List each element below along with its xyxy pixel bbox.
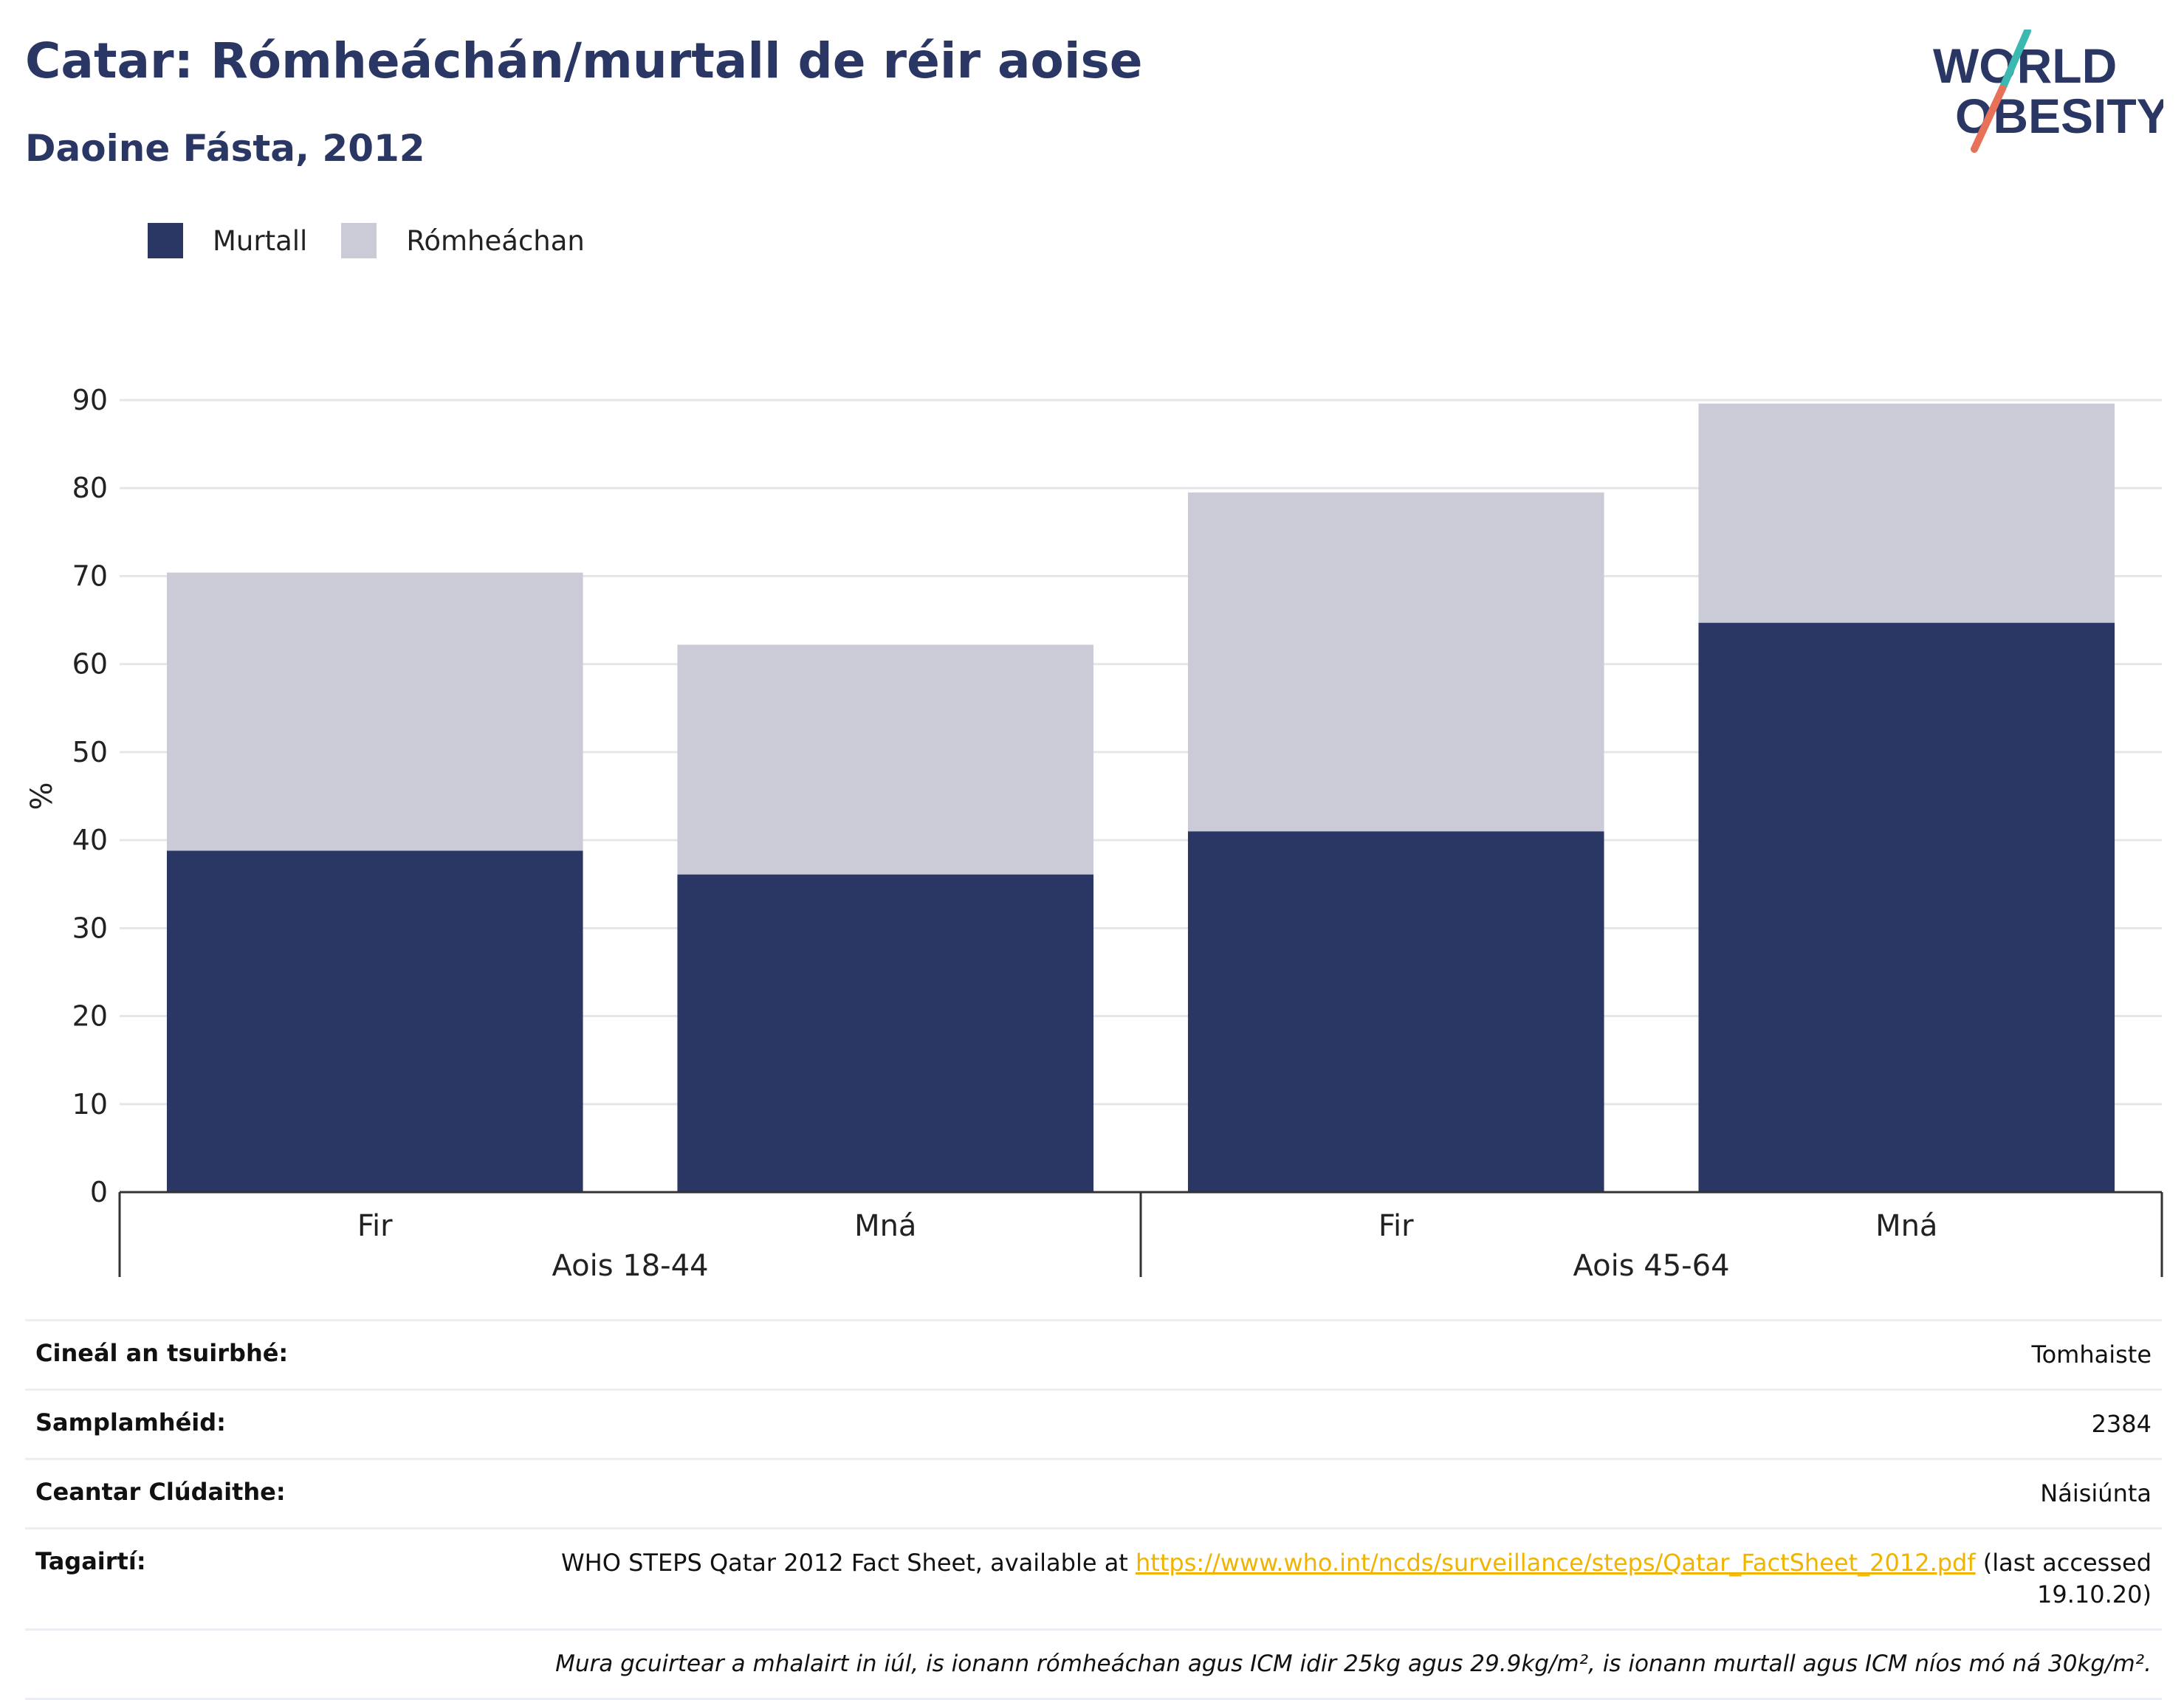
bar-murtall <box>1187 831 1604 1192</box>
info-table: Cineál an tsuirbhé: Tomhaiste Samplamhéi… <box>25 1319 2162 1700</box>
x-category-label: Mná <box>1875 1209 1937 1243</box>
y-tick-label: 60 <box>72 648 108 681</box>
references-suffix: (last accessed 19.10.20) <box>1975 1549 2152 1608</box>
bar-murtall <box>166 850 583 1192</box>
logo-word-1: WORLD <box>1933 38 2117 93</box>
info-key: Ceantar Clúdaithe: <box>35 1478 286 1506</box>
legend: Murtall Rómheáchan <box>148 221 619 260</box>
y-tick-label: 30 <box>72 912 108 944</box>
x-category-label: Fir <box>1378 1209 1414 1243</box>
legend-swatch-murtall <box>148 223 183 258</box>
info-value: 2384 <box>2091 1410 2152 1438</box>
y-tick-label: 50 <box>72 736 108 768</box>
y-tick-label: 0 <box>90 1176 108 1208</box>
info-key: Tagairtí: <box>35 1547 146 1575</box>
legend-item-murtall[interactable]: Murtall <box>148 223 307 258</box>
info-value: Náisiúnta <box>2040 1479 2152 1507</box>
y-tick-label: 90 <box>72 384 108 416</box>
references-prefix: WHO STEPS Qatar 2012 Fact Sheet, availab… <box>561 1549 1136 1577</box>
info-row-coverage: Ceantar Clúdaithe: Náisiúnta <box>25 1458 2162 1527</box>
chart-subtitle: Daoine Fásta, 2012 <box>25 127 425 170</box>
x-category-label: Fir <box>357 1209 393 1243</box>
references-link[interactable]: https://www.who.int/ncds/surveillance/st… <box>1136 1549 1976 1577</box>
y-axis-label: % <box>25 782 59 810</box>
x-category-label: Mná <box>854 1209 916 1243</box>
chart-title: Catar: Rómheáchán/murtall de réir aoise <box>25 32 1143 89</box>
info-row-note: Mura gcuirtear a mhalairt in iúl, is ion… <box>25 1628 2162 1700</box>
legend-item-romheachan[interactable]: Rómheáchan <box>341 223 585 258</box>
info-value: Tomhaiste <box>2031 1341 2152 1369</box>
info-row-sample-size: Samplamhéid: 2384 <box>25 1388 2162 1458</box>
x-group-label: Aois 18-44 <box>552 1249 708 1283</box>
info-row-references: Tagairtí: WHO STEPS Qatar 2012 Fact Shee… <box>25 1527 2162 1628</box>
world-obesity-logo: WORLD OBESITY <box>1933 30 2163 153</box>
bar-murtall <box>677 874 1094 1192</box>
legend-label-romheachan: Rómheáchan <box>406 224 585 257</box>
y-tick-label: 70 <box>72 560 108 592</box>
references-value: WHO STEPS Qatar 2012 Fact Sheet, availab… <box>527 1547 2152 1611</box>
bar-romheachan <box>1187 492 1604 832</box>
y-tick-label: 40 <box>72 824 108 856</box>
info-row-survey-type: Cineál an tsuirbhé: Tomhaiste <box>25 1319 2162 1388</box>
x-group-label: Aois 45-64 <box>1573 1249 1729 1283</box>
logo-slash-teal <box>1999 30 2031 92</box>
legend-label-murtall: Murtall <box>213 224 308 257</box>
bar-murtall <box>1698 622 2115 1192</box>
stacked-bar-chart: 0 10 20 30 40 50 60 70 80 90% Fir Mná Fir Mná Aois 18-… <box>25 384 2163 1283</box>
info-key: Samplamhéid: <box>35 1408 226 1436</box>
y-tick-label: 80 <box>72 472 108 504</box>
bar-romheachan <box>166 572 583 851</box>
legend-swatch-romheachan <box>341 223 377 258</box>
info-key: Cineál an tsuirbhé: <box>35 1339 289 1367</box>
definition-note: Mura gcuirtear a mhalairt in iúl, is ion… <box>555 1651 2152 1677</box>
y-tick-label: 20 <box>72 1000 108 1033</box>
bar-romheachan <box>1698 403 2115 623</box>
bar-romheachan <box>677 644 1094 875</box>
y-tick-label: 10 <box>72 1088 108 1121</box>
logo-slash-coral <box>1971 85 2006 153</box>
